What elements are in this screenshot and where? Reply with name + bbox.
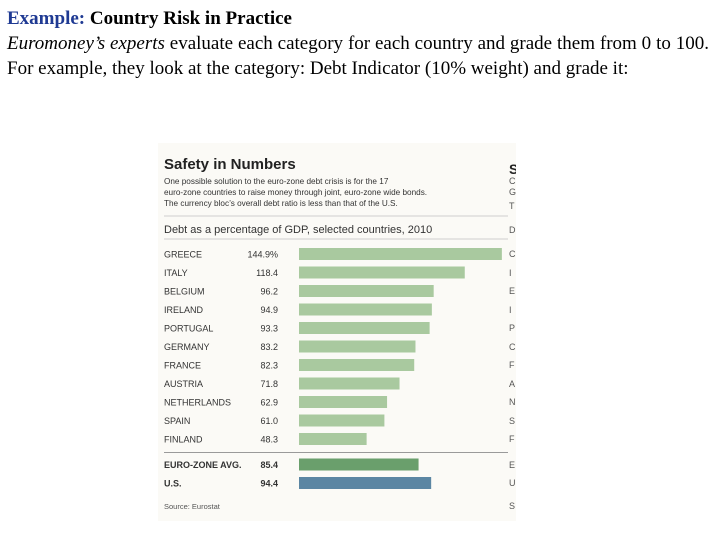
- cut-off-letter: S: [509, 161, 516, 177]
- bar: [299, 433, 367, 445]
- bar: [299, 359, 415, 371]
- bar: [299, 340, 416, 353]
- heading-label: Example:: [7, 8, 86, 29]
- cut-off-letter: S: [509, 501, 516, 511]
- data-label: 96.2: [260, 287, 278, 297]
- slide-heading: Example: Country Risk in Practice: [7, 6, 709, 31]
- bar: [299, 303, 432, 316]
- category-label: GERMANY: [164, 342, 210, 352]
- data-label: 94.9: [260, 305, 278, 315]
- bar: [299, 458, 419, 471]
- paragraph-italic: Euromoney’s experts: [7, 33, 165, 54]
- category-label: U.S.: [164, 479, 182, 489]
- cut-off-letter: C: [509, 341, 516, 352]
- data-label: 71.8: [260, 379, 278, 389]
- chart-source: Source: Eurostat: [164, 502, 221, 511]
- intro-paragraph: Euromoney’s experts evaluate each catego…: [7, 31, 709, 81]
- chart-title: Safety in Numbers: [164, 156, 296, 173]
- data-label: 85.4: [260, 460, 278, 470]
- bar: [299, 266, 465, 279]
- bar: [299, 285, 434, 297]
- cut-off-letter: N: [509, 397, 516, 407]
- data-label: 144.9%: [247, 250, 278, 260]
- bar: [299, 322, 430, 334]
- cut-off-letter: I: [509, 267, 512, 278]
- chart-figure: Safety in Numbers One possible solution …: [158, 143, 516, 521]
- chart-subtitle-line: euro-zone countries to raise money throu…: [164, 188, 427, 197]
- cut-off-letter: C: [509, 176, 516, 186]
- heading-title: Country Risk in Practice: [89, 8, 292, 29]
- category-label: SPAIN: [164, 416, 190, 426]
- cut-off-letter: I: [509, 304, 512, 315]
- category-label: AUSTRIA: [164, 379, 203, 389]
- category-label: IRELAND: [164, 305, 204, 315]
- cut-off-letter: P: [509, 323, 516, 333]
- category-label: PORTUGAL: [164, 324, 213, 334]
- bar-chart: Safety in Numbers One possible solution …: [164, 156, 508, 511]
- paragraph-body: evaluate each category for each country …: [7, 33, 709, 79]
- category-label: ITALY: [164, 268, 188, 278]
- chart-caption: Debt as a percentage of GDP, selected co…: [164, 224, 432, 236]
- cut-off-letter: F: [509, 434, 515, 444]
- bar: [299, 248, 502, 260]
- cut-off-letter: C: [509, 249, 516, 259]
- cut-off-letter: D: [509, 225, 516, 235]
- cut-off-letter: E: [509, 459, 516, 470]
- cut-off-letter: E: [509, 286, 516, 296]
- cut-off-letter: S: [509, 415, 516, 426]
- bar: [299, 477, 432, 489]
- chart-subtitle-line: The currency bloc’s overall debt ratio i…: [164, 199, 398, 208]
- data-label: 48.3: [260, 435, 278, 445]
- category-label: GREECE: [164, 250, 202, 260]
- category-label: BELGIUM: [164, 287, 205, 297]
- category-label: EURO-ZONE AVG.: [164, 460, 242, 470]
- cut-off-letter: G: [509, 187, 516, 197]
- category-label: NETHERLANDS: [164, 398, 231, 408]
- data-label: 61.0: [260, 416, 278, 426]
- cut-off-letter: A: [509, 378, 516, 389]
- chart-rows: GREECE 144.9% ITALY 118.4 BELGIUM 96.2 IRELAND…: [164, 248, 508, 489]
- cut-off-letter: F: [509, 360, 515, 370]
- data-label: 93.3: [260, 324, 278, 334]
- slide-text: Example: Country Risk in Practice Euromo…: [7, 6, 709, 81]
- chart-subtitle-line: One possible solution to the euro-zone d…: [164, 177, 389, 186]
- data-label: 94.4: [260, 479, 278, 489]
- data-label: 82.3: [260, 361, 278, 371]
- data-label: 83.2: [260, 342, 278, 352]
- cut-off-letter: T: [509, 201, 515, 211]
- bar: [299, 414, 385, 427]
- category-label: FRANCE: [164, 361, 201, 371]
- data-label: 118.4: [256, 268, 278, 278]
- category-label: FINLAND: [164, 435, 203, 445]
- cut-off-letter: U: [509, 478, 516, 488]
- bar: [299, 377, 400, 390]
- bar: [299, 396, 388, 408]
- data-label: 62.9: [260, 398, 278, 408]
